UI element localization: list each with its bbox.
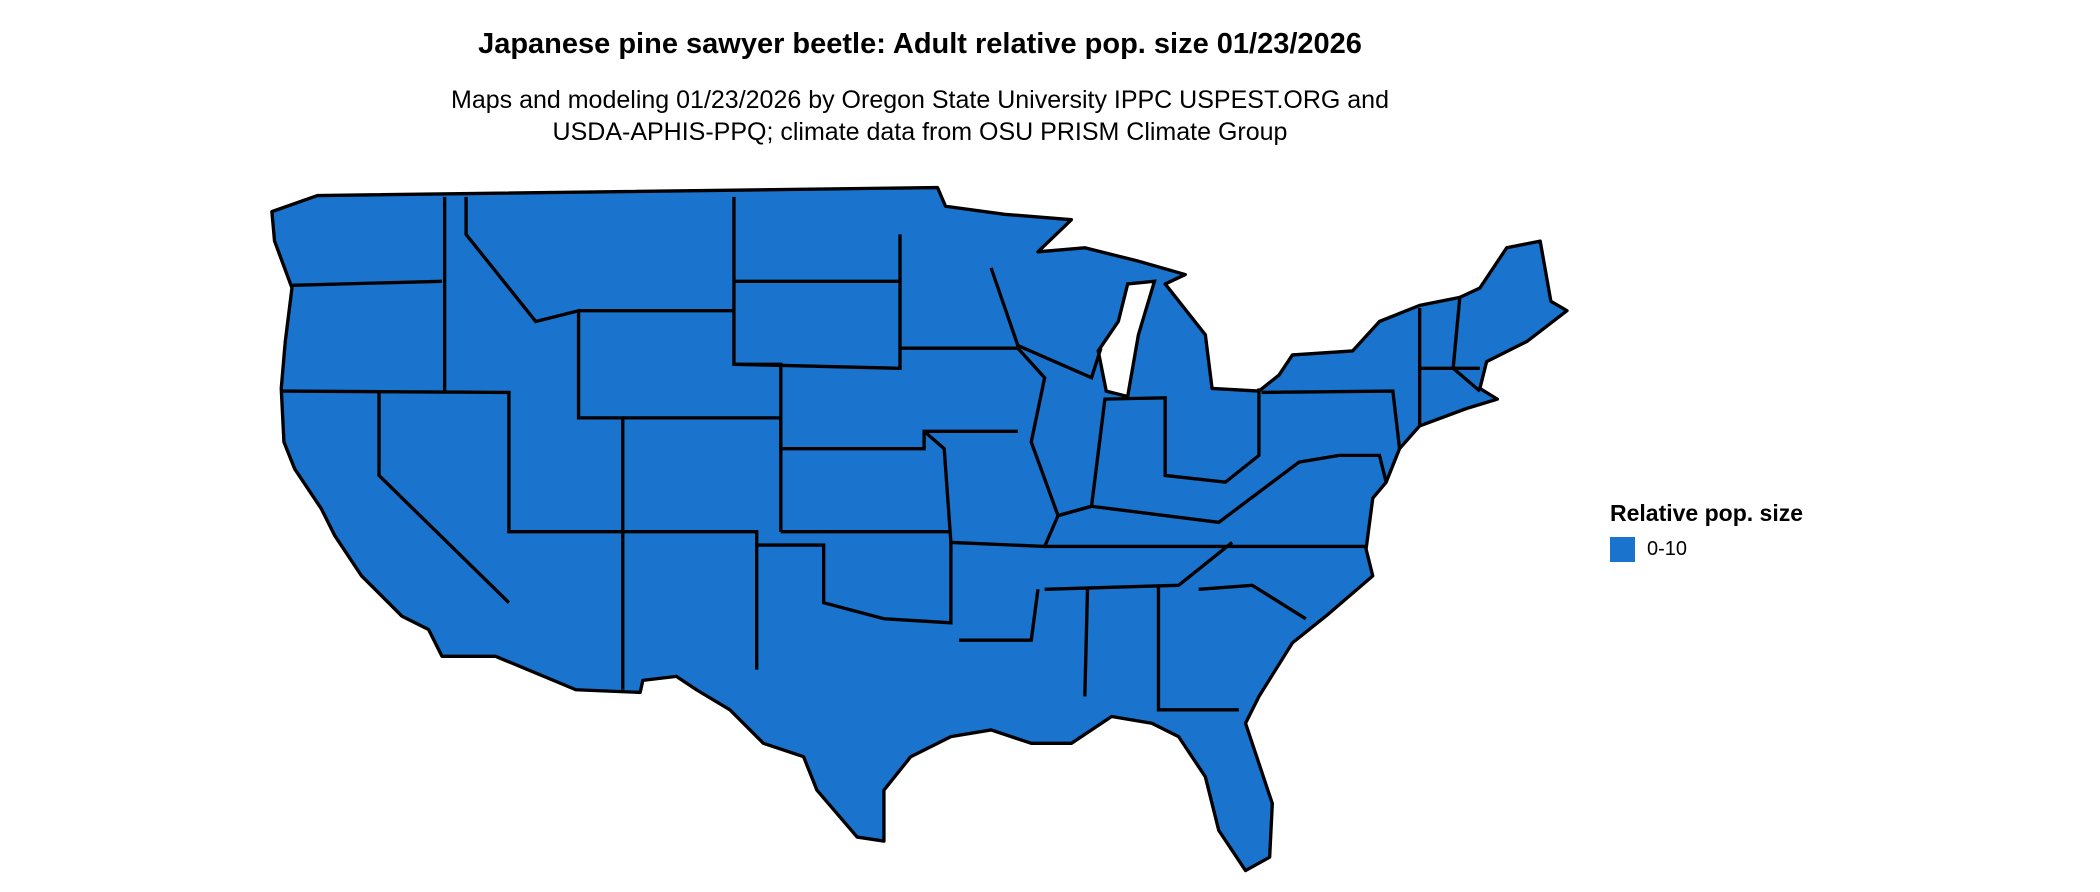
legend-label: 0-10 — [1647, 538, 1688, 560]
legend-swatch — [1610, 537, 1635, 562]
map-subtitle: Maps and modeling 01/23/2026 by Oregon S… — [0, 84, 1840, 148]
state-borders — [281, 196, 1481, 712]
legend-title: Relative pop. size — [1610, 500, 1804, 526]
subtitle-line-2: USDA-APHIS-PPQ; climate data from OSU PR… — [552, 118, 1288, 146]
legend: Relative pop. size 0-10 — [1610, 500, 1803, 562]
map-title: Japanese pine sawyer beetle: Adult relat… — [478, 28, 1362, 60]
legend-item: 0-10 — [1610, 537, 1803, 562]
subtitle-line-1: Maps and modeling 01/23/2026 by Oregon S… — [451, 86, 1389, 114]
us-outline — [270, 185, 1569, 873]
